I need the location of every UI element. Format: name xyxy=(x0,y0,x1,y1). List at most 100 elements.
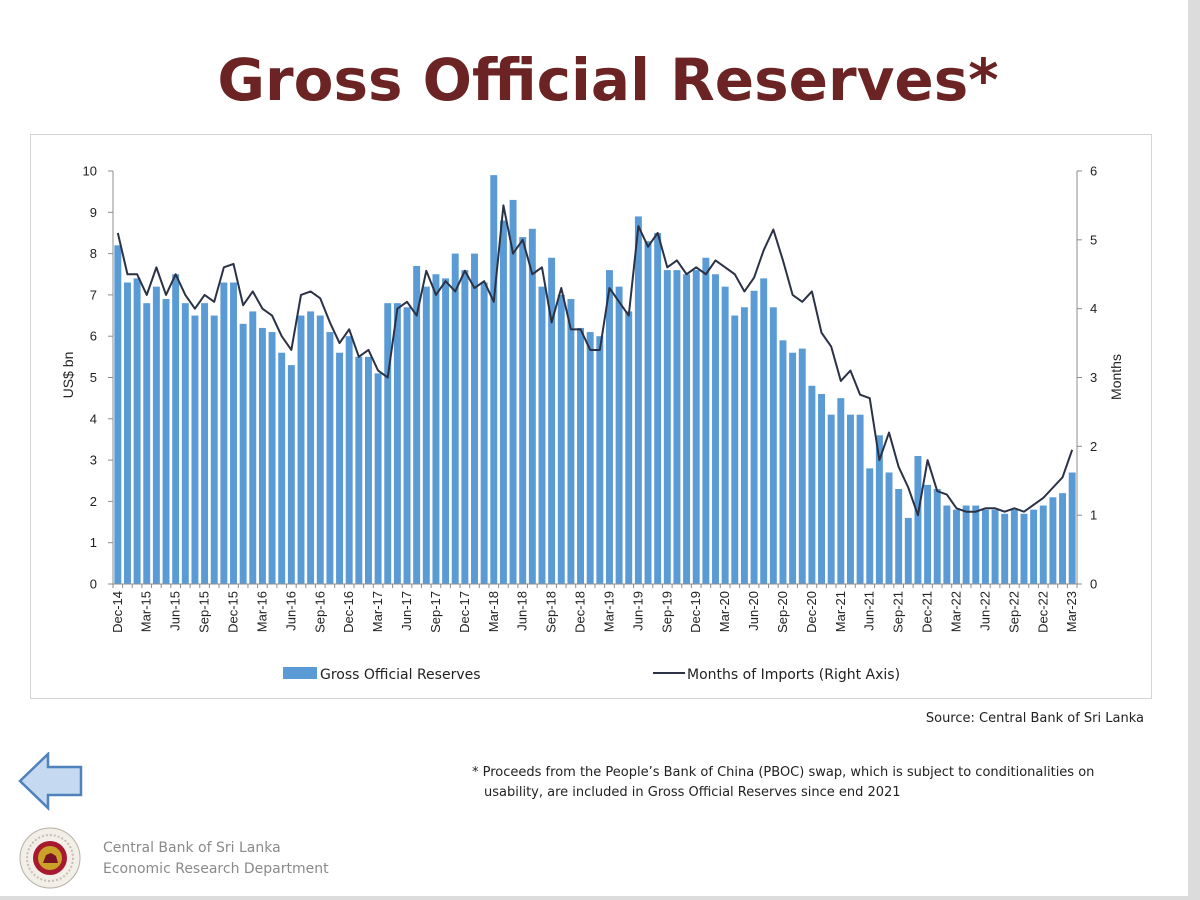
x-tick-label: Sep-17 xyxy=(428,591,443,633)
bar xyxy=(220,282,228,584)
bar xyxy=(548,257,556,584)
org-line-1: Central Bank of Sri Lanka xyxy=(103,840,281,856)
legend-label-imports: Months of Imports (Right Axis) xyxy=(687,667,900,683)
bar xyxy=(634,216,642,584)
footnote-line-1: * Proceeds from the People’s Bank of Chi… xyxy=(472,765,1095,780)
bar xyxy=(210,315,218,584)
x-tick-label: Jun-22 xyxy=(977,591,992,631)
bar xyxy=(673,270,681,584)
bar xyxy=(249,311,257,584)
x-tick-label: Mar-20 xyxy=(717,591,732,632)
bar xyxy=(297,315,305,584)
back-arrow-icon[interactable] xyxy=(18,752,86,812)
bar xyxy=(721,286,729,584)
bar xyxy=(432,274,440,584)
x-tick-label: Mar-23 xyxy=(1064,591,1079,632)
x-tick-label: Dec-17 xyxy=(457,591,472,633)
bar xyxy=(509,199,517,584)
x-tick-label: Jun-20 xyxy=(746,591,761,631)
bar xyxy=(413,265,421,584)
bar xyxy=(393,303,401,584)
x-tick-label: Dec-21 xyxy=(920,591,935,633)
bar xyxy=(875,435,883,584)
x-tick-label: Dec-16 xyxy=(341,591,356,633)
x-tick-label: Dec-15 xyxy=(226,591,241,633)
bar xyxy=(1010,509,1018,584)
x-tick-label: Sep-16 xyxy=(312,591,327,633)
footnote-line-2: usability, are included in Gross Officia… xyxy=(484,785,901,800)
bar xyxy=(577,327,585,584)
bar xyxy=(972,505,980,584)
x-tick-label: Sep-21 xyxy=(891,591,906,633)
y2-axis-title: Months xyxy=(1108,354,1124,400)
x-tick-label: Mar-16 xyxy=(254,591,269,632)
bar xyxy=(326,332,334,584)
bar xyxy=(258,327,266,584)
x-tick-label: Sep-15 xyxy=(197,591,212,633)
x-tick-label: Jun-18 xyxy=(515,591,530,631)
bar xyxy=(1020,513,1028,584)
bar xyxy=(191,315,199,584)
x-tick-label: Dec-19 xyxy=(688,591,703,633)
bar xyxy=(181,303,189,584)
bar xyxy=(943,505,951,584)
bar xyxy=(750,290,758,584)
x-tick-label: Jun-15 xyxy=(168,591,183,631)
bar xyxy=(307,311,315,584)
x-tick-label: Jun-19 xyxy=(630,591,645,631)
bar xyxy=(152,286,160,584)
x-tick-label: Dec-22 xyxy=(1035,591,1050,633)
y2-tick-label: 2 xyxy=(1090,439,1097,454)
bar xyxy=(904,517,912,584)
bar xyxy=(962,505,970,584)
bar xyxy=(528,228,536,584)
x-tick-label: Mar-15 xyxy=(139,591,154,632)
x-tick-label: Mar-19 xyxy=(601,591,616,632)
bar xyxy=(914,455,922,584)
bar xyxy=(172,274,180,584)
y-tick-label: 4 xyxy=(90,411,97,426)
bar xyxy=(740,307,748,584)
y2-tick-label: 4 xyxy=(1090,301,1097,316)
bar xyxy=(895,489,903,584)
bar xyxy=(586,332,594,584)
bar xyxy=(953,509,960,584)
y-axis-left: 0 1 2 3 4 5 6 7 8 9 10 xyxy=(83,164,113,592)
bar xyxy=(837,398,845,584)
x-tick-label: Mar-21 xyxy=(833,591,848,632)
bar xyxy=(779,340,787,584)
bar xyxy=(471,253,478,584)
y-axis-right: 0 1 2 3 4 5 6 xyxy=(1077,164,1097,592)
bar xyxy=(480,282,488,584)
bar xyxy=(201,303,209,584)
bar xyxy=(654,232,662,584)
bar xyxy=(605,270,613,584)
bar xyxy=(827,414,835,584)
bar xyxy=(856,414,864,584)
bar xyxy=(1059,493,1067,584)
bar xyxy=(442,278,450,584)
bar xyxy=(336,352,344,584)
bar xyxy=(866,468,874,584)
x-tick-label: Mar-18 xyxy=(486,591,501,632)
bar xyxy=(615,286,623,584)
bar xyxy=(692,270,700,584)
bar xyxy=(143,303,151,584)
y-tick-label: 0 xyxy=(90,577,97,592)
bar xyxy=(461,270,469,584)
bar xyxy=(846,414,854,584)
org-line-2: Economic Research Department xyxy=(103,861,329,877)
page-title: Gross Official Reserves* xyxy=(217,46,999,114)
months-of-imports-line xyxy=(116,204,1074,517)
bar xyxy=(239,323,247,584)
bar xyxy=(499,220,507,584)
bar xyxy=(789,352,797,584)
y2-tick-label: 1 xyxy=(1090,508,1097,523)
y-axis-title: US$ bn xyxy=(60,352,76,399)
legend-label-reserves: Gross Official Reserves xyxy=(320,667,481,683)
bar xyxy=(230,282,237,584)
footnote: * Proceeds from the People’s Bank of Chi… xyxy=(472,763,1162,803)
x-tick-label: Sep-19 xyxy=(659,591,674,633)
legend: Gross Official Reserves Months of Import… xyxy=(283,667,900,683)
y2-tick-label: 3 xyxy=(1090,370,1097,385)
